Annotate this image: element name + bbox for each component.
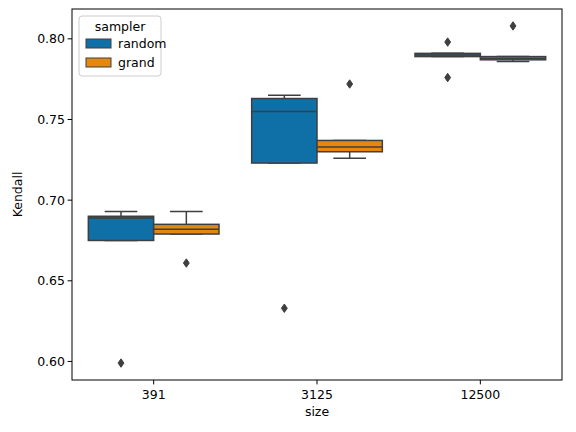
- box: [480, 57, 545, 60]
- cap-high: [268, 95, 301, 97]
- y-tick: [68, 200, 72, 201]
- cap-low: [497, 61, 530, 63]
- median: [317, 146, 382, 148]
- flier: [445, 38, 451, 46]
- box: [154, 224, 219, 234]
- box: [317, 140, 382, 151]
- frame: [72, 9, 562, 380]
- y-tick: [68, 361, 72, 362]
- y-tick-label: 0.70: [37, 193, 65, 208]
- legend-swatch: [86, 58, 111, 67]
- flier: [510, 22, 516, 30]
- cap-high: [170, 211, 203, 213]
- y-axis-label: Kendall: [10, 172, 25, 218]
- legend: sampler random grand: [79, 16, 166, 76]
- cap-low: [333, 157, 366, 159]
- x-tick-label: 3125: [301, 387, 333, 402]
- legend-title: sampler: [95, 19, 146, 34]
- box: [415, 53, 480, 56]
- median: [252, 111, 317, 113]
- x-tick: [480, 380, 481, 384]
- flier: [183, 259, 189, 267]
- flier: [281, 304, 287, 312]
- median: [154, 228, 219, 230]
- x-tick-label: 12500: [460, 387, 500, 402]
- legend-swatch: [86, 39, 111, 48]
- whisker-low: [349, 152, 351, 158]
- x-tick-label: 391: [142, 387, 166, 402]
- y-tick: [68, 119, 72, 120]
- cap-high: [105, 211, 138, 213]
- x-tick: [317, 380, 318, 384]
- median: [415, 54, 480, 56]
- x-tick: [153, 380, 154, 384]
- y-tick-label: 0.60: [37, 354, 65, 369]
- median: [480, 57, 545, 59]
- box: [252, 99, 317, 164]
- y-tick: [68, 280, 72, 281]
- flier: [118, 359, 124, 367]
- y-tick-label: 0.75: [37, 112, 65, 127]
- legend-label: random: [118, 36, 166, 51]
- x-axis-label: size: [305, 404, 330, 419]
- flier: [445, 73, 451, 81]
- whisker-high: [186, 211, 188, 224]
- y-tick-label: 0.65: [37, 273, 65, 288]
- median: [88, 217, 153, 219]
- flier: [347, 80, 353, 88]
- box: [88, 216, 153, 240]
- y-tick: [68, 38, 72, 39]
- y-tick-label: 0.80: [37, 31, 65, 46]
- chart: 0.60 0.65 0.70 0.75 0.80 391 3125 12500 size Kend…: [0, 0, 576, 432]
- legend-label: grand: [118, 55, 155, 70]
